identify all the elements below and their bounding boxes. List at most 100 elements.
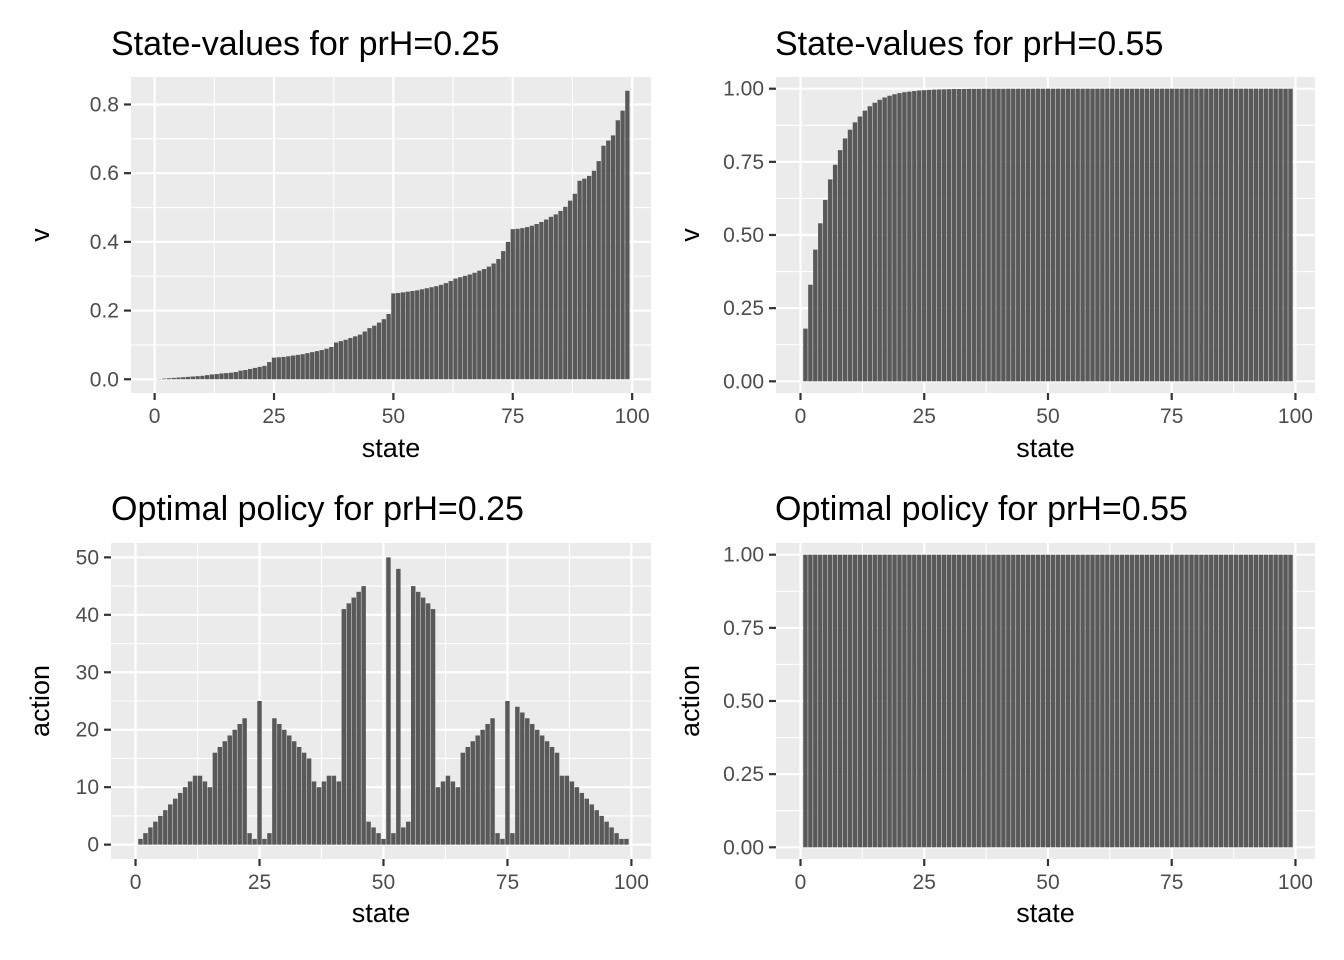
bar <box>1070 554 1075 848</box>
bar <box>176 377 181 380</box>
bar <box>305 353 310 380</box>
y-tick-label: 0.50 <box>723 690 764 713</box>
bar <box>252 838 257 845</box>
bar <box>316 787 322 845</box>
bar <box>877 99 882 382</box>
bar <box>1184 554 1189 848</box>
bar <box>1035 88 1041 382</box>
bar <box>1204 554 1209 848</box>
bar <box>227 735 232 845</box>
bar <box>1159 554 1165 848</box>
bar <box>515 706 520 845</box>
bar <box>338 341 344 380</box>
y-tick-label: 0.00 <box>723 370 764 393</box>
bar <box>587 175 592 380</box>
bar <box>582 178 587 380</box>
bar <box>986 554 991 848</box>
bar <box>362 331 367 380</box>
x-axis-title: state <box>1016 433 1075 463</box>
bar <box>153 821 158 845</box>
bar <box>401 827 406 845</box>
bar <box>1288 554 1293 848</box>
bar <box>867 554 873 848</box>
bar <box>563 206 568 380</box>
bar <box>1006 88 1011 382</box>
y-tick-label: 40 <box>76 604 99 627</box>
bar <box>813 554 818 848</box>
bar <box>803 554 808 848</box>
x-tick-label: 100 <box>615 405 650 428</box>
bar <box>1189 88 1194 382</box>
axes: 0 25 50 75 100 0 10 20 30 40 50 <box>76 546 649 894</box>
bar <box>314 351 320 380</box>
bar <box>371 827 376 845</box>
bar <box>539 221 544 380</box>
bar <box>143 833 148 845</box>
chart-title: Optimal policy for prH=0.55 <box>775 490 1188 528</box>
y-axis-title: action <box>25 665 55 737</box>
bar <box>917 90 922 382</box>
bar <box>1055 88 1061 382</box>
bar <box>1090 554 1095 848</box>
bar <box>200 375 205 380</box>
bar <box>171 377 176 380</box>
bar <box>966 88 972 382</box>
x-tick-label: 100 <box>1278 405 1313 428</box>
bar <box>405 291 410 380</box>
bar <box>1045 554 1051 848</box>
chart-title: Optimal policy for prH=0.25 <box>111 490 524 528</box>
bar <box>976 554 981 848</box>
bar <box>217 746 223 845</box>
bar <box>277 723 282 845</box>
axes: 0 25 50 75 100 0.00 0.25 0.50 0.75 1.00 <box>723 544 1313 894</box>
bar <box>396 568 401 845</box>
bar <box>1278 554 1283 848</box>
bar <box>579 792 585 845</box>
x-tick-label: 75 <box>1160 871 1183 894</box>
bar <box>450 781 456 845</box>
bar <box>520 228 525 380</box>
bar <box>1001 554 1006 848</box>
bar <box>510 229 515 380</box>
bar <box>276 357 281 380</box>
bar <box>460 752 466 845</box>
bar <box>917 554 922 848</box>
bar <box>1100 88 1105 382</box>
bar <box>209 374 215 380</box>
bar <box>862 554 868 848</box>
bar <box>267 362 272 380</box>
bar <box>467 274 472 380</box>
bar <box>445 775 451 845</box>
x-tick-label: 25 <box>262 405 285 428</box>
bar <box>510 833 515 845</box>
bar <box>228 372 234 380</box>
bar <box>936 89 942 382</box>
x-tick-label: 100 <box>1278 871 1313 894</box>
bar <box>1253 554 1259 848</box>
bar <box>366 821 371 845</box>
bar <box>808 554 813 848</box>
bar <box>311 781 317 845</box>
y-tick-label: 0.25 <box>723 763 764 786</box>
bar <box>554 752 560 845</box>
bar <box>295 354 301 380</box>
bar <box>847 129 853 382</box>
bar <box>520 712 525 845</box>
bar <box>1258 88 1264 382</box>
bar <box>505 701 510 845</box>
bar <box>902 92 907 382</box>
bar <box>1149 554 1155 848</box>
x-tick-label: 75 <box>1160 405 1183 428</box>
bar <box>415 290 420 380</box>
bar <box>986 88 991 382</box>
bar <box>300 354 305 380</box>
bar <box>419 289 425 380</box>
bar <box>238 370 243 380</box>
bar <box>818 223 823 382</box>
bar <box>548 216 554 380</box>
bar <box>1134 554 1140 848</box>
chart-panel-policy-0.25: 0 25 50 75 100 0 10 20 30 40 50 Optimal policy for… <box>25 490 651 928</box>
bar <box>282 729 287 845</box>
bar <box>1179 88 1184 382</box>
bar <box>1110 554 1115 848</box>
